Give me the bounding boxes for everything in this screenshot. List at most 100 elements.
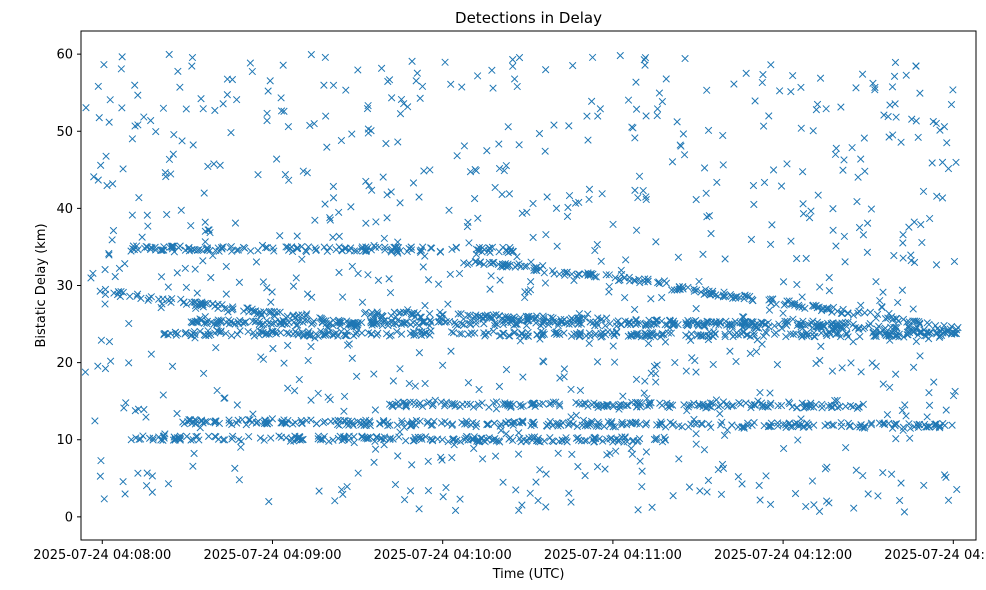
detection-marker	[666, 401, 675, 409]
detection-marker	[574, 433, 582, 442]
detection-marker	[294, 435, 303, 443]
detection-marker	[509, 55, 517, 64]
detection-marker	[174, 67, 182, 76]
detection-marker	[106, 357, 115, 365]
detection-marker	[837, 309, 846, 317]
detection-marker	[329, 182, 338, 191]
detection-marker	[902, 412, 910, 420]
detection-marker	[191, 334, 199, 342]
detection-marker	[438, 456, 446, 464]
detection-marker	[951, 387, 959, 396]
detection-marker	[903, 328, 912, 336]
detection-marker	[480, 320, 488, 328]
detection-marker	[894, 317, 903, 325]
detection-marker	[594, 422, 603, 431]
detection-marker	[586, 318, 594, 326]
detection-marker	[177, 206, 185, 214]
detection-marker	[326, 214, 334, 222]
detection-marker	[456, 330, 464, 338]
detection-marker	[476, 258, 484, 266]
detection-marker	[505, 402, 513, 410]
detection-marker	[176, 242, 184, 250]
detection-marker	[495, 312, 503, 320]
detection-marker	[668, 401, 677, 409]
detection-marker	[252, 317, 260, 325]
detection-marker	[789, 315, 797, 323]
detection-marker	[415, 349, 424, 357]
detection-marker	[198, 417, 206, 426]
detection-marker	[191, 265, 199, 273]
detection-marker	[441, 58, 449, 66]
detection-marker	[521, 293, 529, 302]
detection-marker	[458, 320, 466, 328]
detection-marker	[652, 238, 660, 246]
detection-marker	[541, 279, 550, 287]
detection-marker	[723, 426, 731, 434]
detection-marker	[217, 318, 225, 326]
detection-marker	[923, 413, 931, 421]
detection-marker	[96, 287, 104, 295]
detection-marker	[265, 419, 274, 427]
detection-marker	[474, 214, 482, 222]
detection-marker	[609, 342, 617, 350]
detection-marker	[673, 118, 681, 126]
detection-marker	[249, 307, 257, 316]
detection-marker	[798, 399, 806, 407]
detection-marker	[710, 328, 718, 336]
detection-marker	[589, 270, 597, 278]
detection-marker	[741, 320, 749, 328]
detection-marker	[518, 209, 526, 217]
detection-marker	[133, 292, 141, 300]
detection-marker	[719, 398, 728, 406]
detection-marker	[715, 321, 723, 329]
detection-marker	[173, 409, 181, 418]
detection-marker	[791, 299, 799, 308]
detection-marker	[585, 195, 593, 204]
detection-marker	[652, 378, 660, 386]
detection-marker	[426, 166, 434, 174]
detection-marker	[700, 446, 709, 454]
detection-marker	[195, 436, 203, 444]
detection-marker	[740, 313, 748, 321]
detection-marker	[265, 307, 274, 316]
detection-marker	[285, 318, 293, 327]
detection-marker	[323, 143, 331, 151]
detection-marker	[552, 398, 560, 406]
detection-marker	[358, 298, 367, 306]
y-tick-label: 30	[56, 279, 73, 294]
detection-marker	[127, 436, 135, 444]
detection-marker	[326, 216, 334, 224]
detection-marker	[586, 271, 595, 279]
detection-marker	[740, 322, 749, 330]
detection-marker	[680, 401, 688, 409]
detection-marker	[203, 317, 211, 326]
detection-marker	[940, 321, 948, 330]
detection-marker	[509, 62, 517, 70]
detection-marker	[636, 399, 644, 407]
detection-marker	[348, 130, 356, 138]
detection-marker	[165, 297, 173, 305]
detection-marker	[564, 203, 572, 212]
detection-marker	[261, 417, 269, 425]
detection-marker	[849, 338, 857, 346]
detection-marker	[891, 332, 900, 340]
detection-marker	[440, 402, 449, 410]
detection-marker	[205, 226, 213, 234]
detection-marker	[396, 199, 404, 207]
detection-marker	[785, 297, 793, 305]
detection-marker	[753, 336, 761, 344]
detection-marker	[883, 411, 892, 419]
detection-marker	[815, 507, 824, 515]
detection-marker	[315, 487, 323, 495]
detection-marker	[563, 212, 572, 221]
detection-marker	[574, 270, 583, 278]
detection-marker	[255, 327, 264, 335]
detection-marker	[212, 417, 220, 425]
detection-marker	[176, 432, 184, 440]
data-points	[81, 50, 962, 516]
detection-marker	[201, 238, 209, 246]
detection-marker	[327, 417, 335, 426]
detection-marker	[575, 316, 583, 324]
detection-marker	[165, 50, 173, 59]
detection-marker	[187, 331, 196, 340]
